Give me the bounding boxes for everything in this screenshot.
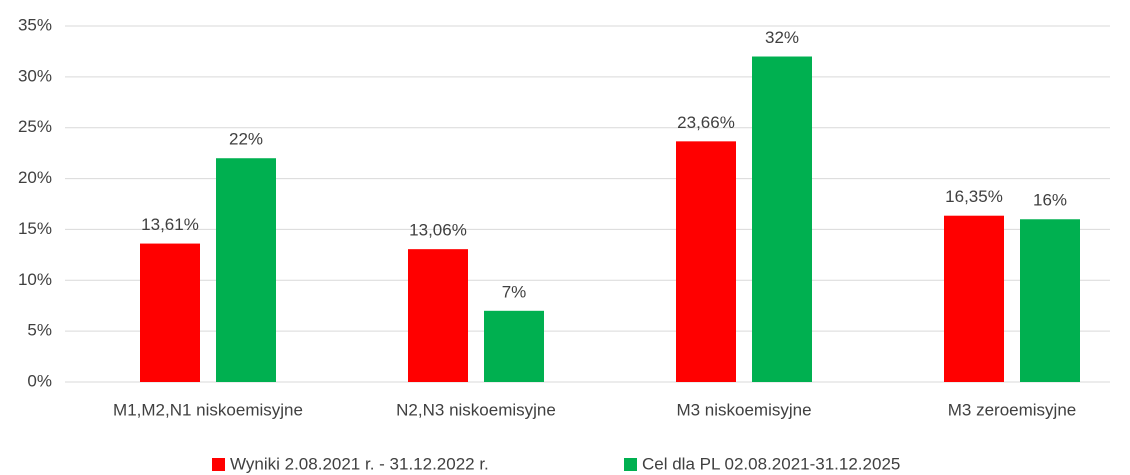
legend-swatch [212, 458, 225, 471]
data-label: 13,61% [141, 215, 199, 234]
legend-label: Cel dla PL 02.08.2021-31.12.2025 [642, 454, 900, 473]
bar [408, 249, 468, 382]
data-label: 16% [1033, 191, 1067, 210]
data-label: 13,06% [409, 221, 467, 240]
y-tick-label: 30% [18, 66, 52, 85]
data-label: 22% [229, 130, 263, 149]
x-tick-label: M3 niskoemisyjne [676, 400, 811, 419]
y-tick-label: 25% [18, 117, 52, 136]
bar [140, 243, 200, 382]
bar [944, 215, 1004, 382]
y-tick-label: 10% [18, 270, 52, 289]
x-tick-label: M3 zeroemisyjne [948, 400, 1077, 419]
x-tick-label: M1,M2,N1 niskoemisyjne [113, 400, 303, 419]
data-label: 23,66% [677, 113, 735, 132]
y-tick-label: 0% [27, 371, 52, 390]
y-tick-label: 15% [18, 219, 52, 238]
x-tick-label: N2,N3 niskoemisyjne [396, 400, 556, 419]
y-tick-label: 20% [18, 168, 52, 187]
data-label: 16,35% [945, 187, 1003, 206]
bar [216, 158, 276, 382]
legend-label: Wyniki 2.08.2021 r. - 31.12.2022 r. [230, 454, 489, 473]
bar [1020, 219, 1080, 382]
bar [752, 56, 812, 383]
bar [676, 141, 736, 382]
legend-swatch [624, 458, 637, 471]
y-tick-label: 5% [27, 321, 52, 340]
bar [484, 310, 544, 382]
y-tick-label: 35% [18, 15, 52, 34]
data-label: 7% [502, 282, 527, 301]
data-label: 32% [765, 28, 799, 47]
